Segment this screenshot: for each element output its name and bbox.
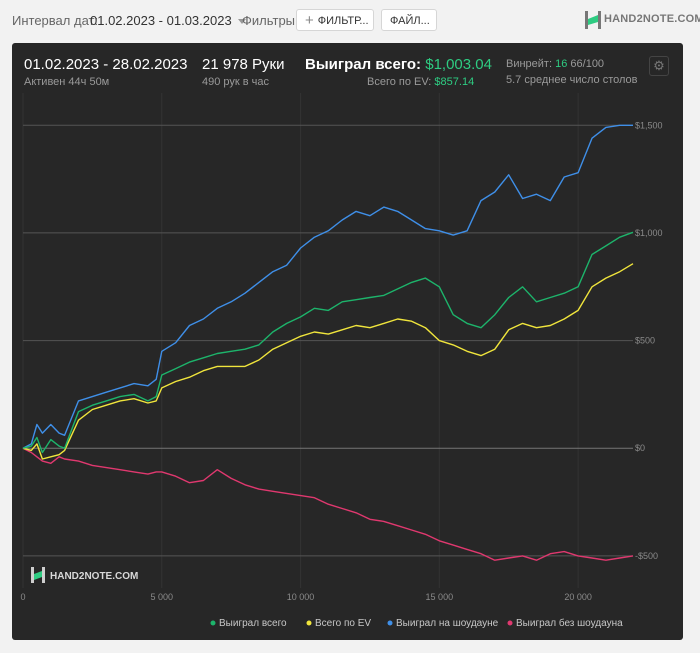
legend-label-won: Выиграл всего (219, 618, 287, 629)
series-line-won (22, 231, 634, 454)
x-tick-label: 10 000 (287, 592, 315, 602)
files-button[interactable]: ФАЙЛ... (381, 9, 437, 31)
ev-total: Всего по EV: $857.14 (367, 76, 474, 88)
legend-marker-ev (306, 620, 312, 626)
x-tick-label: 20 000 (564, 592, 592, 602)
graph-panel: -$500 $0 $500 $1,000 $1,500 0 5 000 10 000 15 00… (12, 43, 683, 640)
hand2note-watermark-text: HAND2NOTE.COM (50, 571, 138, 582)
date-range-label: Интервал дат: (12, 13, 99, 28)
x-tick-label: 5 000 (151, 592, 174, 602)
hand2note-watermark-icon-bar (31, 567, 34, 583)
plus-icon: + (305, 12, 314, 29)
hands-per-hour: 490 рук в час (202, 76, 270, 88)
files-button-label: ФАЙЛ... (390, 15, 430, 27)
hand2note-logo: HAND2NOTE.COM (584, 10, 700, 30)
hand2note-logo-icon (585, 11, 601, 29)
hand2note-watermark-icon-bar (42, 567, 45, 583)
winrate: Винрейт: 16 66/100 (506, 58, 604, 70)
x-tick-label: 0 (20, 592, 25, 602)
winrate-label: Винрейт: (506, 58, 553, 70)
y-tick-label: $0 (635, 443, 645, 453)
y-tick-label: $500 (635, 336, 655, 346)
y-tick-label: $1,500 (635, 120, 663, 130)
chevron-down-icon (237, 19, 246, 25)
hand2note-logo-text: HAND2NOTE.COM (604, 13, 700, 25)
date-range-select[interactable]: 01.02.2023 - 01.03.2023 (90, 13, 246, 28)
legend-label-ev: Всего по EV (315, 618, 371, 629)
ev-total-value: $857.14 (434, 76, 475, 88)
won-total: Выиграл всего: $1,003.04 (305, 56, 492, 73)
winrate-unit: 66/100 (570, 58, 605, 70)
series-line-nonshowdown (22, 447, 634, 561)
date-range-value: 01.02.2023 - 01.03.2023 (90, 13, 232, 28)
legend-label-nonshowdown: Выиграл без шоудауна (516, 617, 623, 629)
filter-button[interactable]: + ФИЛЬТР... (296, 9, 374, 31)
hands-count: 21 978 Руки (202, 56, 285, 73)
y-tick-label: -$500 (635, 551, 658, 561)
legend-marker-nonshowdown (507, 620, 513, 626)
active-time: Активен 44ч 50м (24, 76, 110, 88)
series-line-ev (22, 263, 634, 460)
x-tick-label: 15 000 (426, 592, 454, 602)
series-line-showdown (22, 124, 633, 449)
ev-total-label: Всего по EV: (367, 76, 432, 88)
profit-chart[interactable]: -$500 $0 $500 $1,000 $1,500 0 5 000 10 000 15 00… (12, 43, 683, 640)
won-total-value: $1,003.04 (425, 56, 492, 73)
filter-button-label: ФИЛЬТР... (317, 15, 369, 27)
hand2note-watermark-icon-mark (34, 571, 42, 580)
legend-marker-won (210, 620, 216, 626)
avg-tables: 5.7 среднее число столов (506, 74, 638, 86)
period-value: 01.02.2023 - 28.02.2023 (24, 56, 188, 73)
winrate-value: 16 (555, 58, 568, 70)
legend-label-showdown: Выиграл на шоудауне (396, 618, 499, 629)
toolbar: Интервал дат: 01.02.2023 - 01.03.2023 Фи… (0, 0, 700, 38)
filters-label: Фильтры: (242, 13, 299, 28)
gear-icon[interactable]: ⚙ (649, 56, 669, 76)
won-total-label: Выиграл всего: (305, 56, 422, 73)
y-tick-label: $1,000 (635, 228, 663, 238)
legend-marker-showdown (387, 620, 393, 626)
